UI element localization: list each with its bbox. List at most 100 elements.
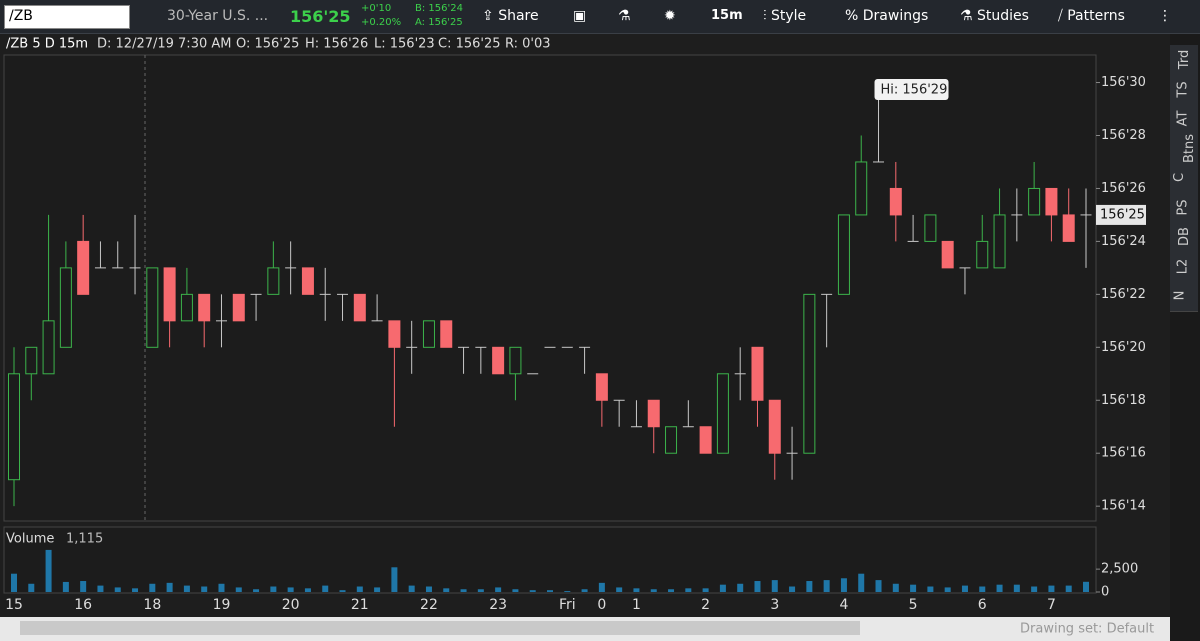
candle-body — [699, 426, 712, 454]
description: 30-Year U.S. ... — [167, 8, 269, 24]
symbol-box[interactable]: /ZB — [4, 5, 130, 29]
volume-bar — [633, 588, 640, 592]
volume-bar — [495, 587, 502, 592]
volume-bar — [737, 583, 744, 592]
side-tab[interactable]: C — [1170, 163, 1198, 194]
more-button[interactable]: ⋮ — [1158, 8, 1172, 24]
volume-bar — [183, 585, 190, 592]
candle-body — [768, 399, 781, 454]
volume-bar — [270, 586, 277, 592]
volume-bar — [547, 590, 553, 592]
timeframe[interactable]: 15m — [711, 8, 743, 23]
volume-bar — [166, 582, 173, 592]
y-tick-label: 0 — [1101, 585, 1109, 600]
x-tick-label: 0 — [597, 597, 606, 613]
candle-body — [163, 267, 176, 322]
patterns-label: Patterns — [1067, 8, 1125, 24]
candle-body — [146, 267, 159, 348]
side-tab[interactable]: Trd — [1170, 45, 1198, 76]
last-price-label: 156'25 — [1100, 207, 1145, 222]
chart: /ZB 5 D 15m D: 12/27/19 7:30 AM O: 156'2… — [0, 36, 1170, 641]
side-tab[interactable]: PS — [1170, 192, 1198, 224]
x-tick-label: 4 — [839, 597, 848, 613]
candle-body — [837, 214, 850, 295]
volume-bar — [512, 589, 519, 592]
drawing-set: Drawing set: Default — [1020, 622, 1154, 637]
candle-body — [8, 373, 20, 481]
side-tab[interactable]: N — [1170, 281, 1198, 312]
side-tab[interactable]: TS — [1170, 74, 1198, 106]
candle-body — [855, 161, 868, 216]
y-tick-label: 2,500 — [1101, 562, 1138, 577]
candle-body — [422, 320, 435, 348]
scroll-thumb[interactable] — [20, 621, 860, 635]
ask: A: 156'25 — [415, 17, 463, 28]
info-symbol: /ZB 5 D 15m — [6, 37, 88, 52]
side-tab-label: N — [1172, 290, 1188, 301]
style-button[interactable]: ⫶ Style — [763, 8, 807, 24]
share-label: Share — [498, 8, 539, 24]
candle-body — [595, 373, 608, 401]
volume-bar — [28, 583, 35, 592]
icon-button[interactable]: ⚗ — [618, 8, 631, 24]
info-open: O: 156'25 — [236, 37, 299, 52]
candle-body — [716, 373, 729, 454]
patterns-button[interactable]: ⧸ Patterns — [1058, 8, 1125, 24]
studies-button[interactable]: ⚗ Studies — [960, 8, 1029, 24]
side-tab-label: PS — [1175, 198, 1191, 216]
y-tick-label: 156'16 — [1101, 446, 1146, 461]
volume-bar — [581, 589, 588, 592]
candle-body — [803, 293, 816, 454]
candle-body — [941, 240, 954, 269]
info-close: C: 156'25 — [438, 37, 501, 52]
info-date: D: 12/27/19 7:30 AM — [97, 37, 231, 52]
volume-bar — [356, 586, 363, 592]
volume-bar — [616, 587, 623, 592]
volume-bar — [253, 589, 260, 592]
volume-bar — [114, 587, 121, 592]
volume-bar — [304, 588, 311, 592]
x-tick-label: 22 — [420, 597, 438, 613]
share-button[interactable]: ⇪ Share — [482, 8, 539, 24]
volume-bar — [339, 590, 346, 592]
candle-body — [492, 346, 505, 375]
icon-button[interactable]: ▣ — [573, 8, 587, 24]
candle-body — [751, 346, 764, 401]
volume-bar — [668, 589, 675, 592]
side-tab[interactable]: DB — [1170, 222, 1198, 253]
candle-body — [25, 346, 38, 375]
volume-bar — [62, 581, 69, 592]
volume-bar — [685, 588, 692, 592]
candle-body — [509, 346, 522, 375]
candle-body — [924, 214, 937, 242]
volume-bar — [702, 588, 709, 592]
candle-body — [42, 320, 55, 375]
volume-bar — [650, 589, 657, 592]
volume-title: Volume — [6, 532, 54, 547]
volume-bar — [477, 589, 484, 592]
candle-body — [976, 240, 989, 269]
high-annotation: Hi: 156'29 — [881, 83, 948, 98]
candle-body — [267, 267, 280, 295]
studies-label: Studies — [977, 8, 1029, 24]
volume-bar — [944, 587, 951, 592]
volume-bar — [910, 584, 917, 592]
side-tab[interactable]: AT — [1170, 104, 1198, 135]
settings-button[interactable]: ✹ — [664, 8, 676, 24]
candle-body — [665, 426, 678, 454]
last-price: 156'25 — [290, 7, 351, 26]
info-low: L: 156'23 — [374, 37, 435, 52]
side-tab-label: AT — [1175, 110, 1191, 127]
side-tab[interactable]: Btns — [1170, 133, 1198, 165]
volume-bar — [391, 567, 398, 592]
annotation-box — [874, 79, 949, 100]
drawings-button[interactable]: % Drawings — [845, 8, 929, 24]
side-tab[interactable]: L2 — [1170, 251, 1198, 283]
volume-bar — [11, 573, 17, 592]
y-tick-label: 156'20 — [1101, 340, 1146, 355]
side-tab-label: L2 — [1175, 258, 1191, 274]
x-tick-label: 23 — [489, 597, 507, 613]
bid: B: 156'24 — [415, 3, 463, 14]
volume-bar — [858, 573, 865, 592]
